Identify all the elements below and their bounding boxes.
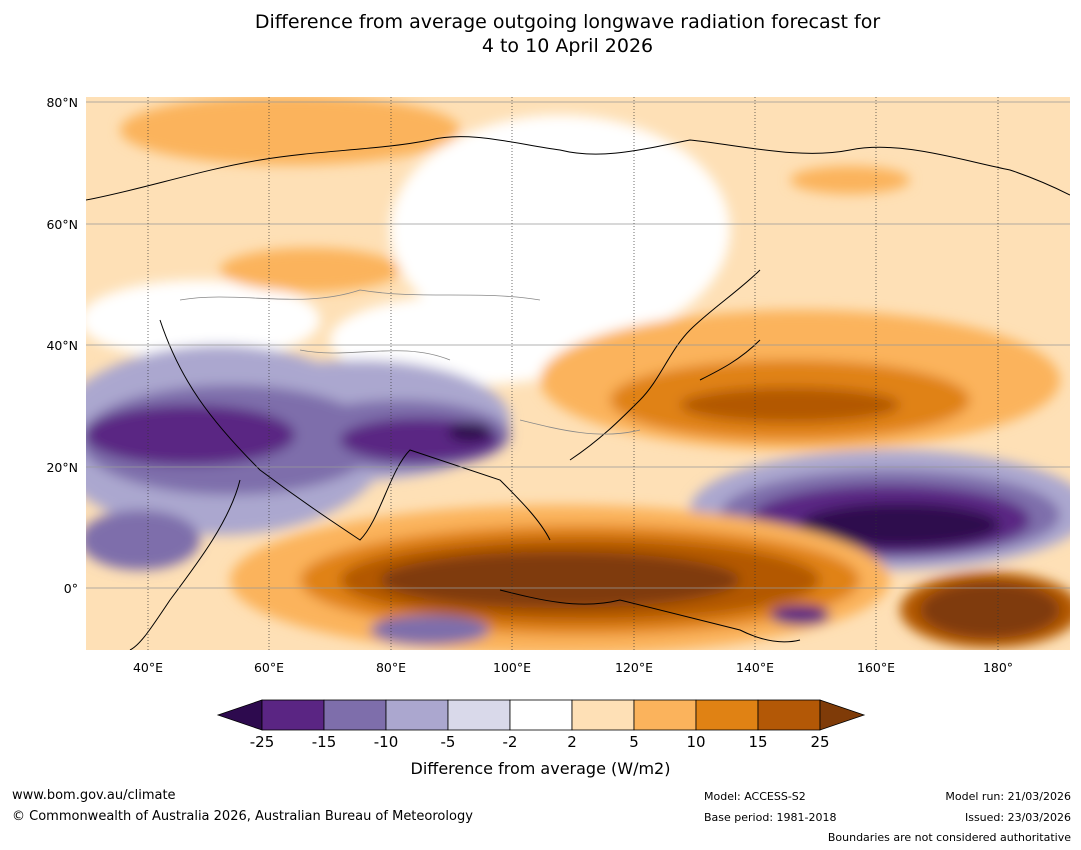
colorbar-tick-label: 25 — [810, 733, 830, 751]
lat-label-80n: 80°N — [46, 95, 78, 110]
colorbar-tick-label: 10 — [686, 733, 706, 751]
model-name: Model: ACCESS-S2 — [704, 790, 806, 803]
colorbar-tick-label: -10 — [373, 733, 399, 751]
colorbar-tick-label: -15 — [311, 733, 337, 751]
lon-label-60e: 60°E — [253, 660, 285, 675]
country-borders — [179, 289, 641, 435]
colorbar-tick-label: 15 — [748, 733, 768, 751]
colorbar-extend-high — [819, 699, 866, 731]
colorbar-segment — [323, 699, 387, 731]
negative-region-indian-ocean — [370, 615, 490, 645]
colorbar-segment — [571, 699, 635, 731]
lon-label-80e: 80°E — [375, 660, 407, 675]
colorbar-segment — [695, 699, 759, 731]
model-run-date: Model run: 21/03/2026 — [945, 790, 1071, 803]
lon-label-40e: 40°E — [132, 660, 164, 675]
website-url[interactable]: www.bom.gov.au/climate — [12, 788, 176, 803]
negative-region-new-guinea — [770, 605, 830, 625]
positive-region-kazakhstan — [220, 248, 400, 292]
colorbar-segment — [633, 699, 697, 731]
positive-region-maritime-core — [380, 552, 740, 608]
boundaries-disclaimer: Boundaries are not considered authoritat… — [827, 831, 1071, 844]
positive-region-southwest-pacific-core — [920, 582, 1060, 638]
colorbar-tick-label: -2 — [502, 733, 518, 751]
negative-region-bay-of-bengal-peak — [448, 422, 492, 442]
negative-region-east-africa — [86, 510, 200, 570]
lat-label-20n: 20°N — [46, 460, 78, 475]
issued-date: Issued: 23/03/2026 — [964, 811, 1071, 824]
chart-title: Difference from average outgoing longwav… — [0, 10, 1081, 58]
map-panel: 80°N 60°N 40°N 20°N 0° 40°E 60°E 80°E 10… — [46, 95, 1070, 675]
positive-region-east-siberia — [790, 166, 910, 194]
colorbar-tick-label: 2 — [567, 733, 577, 751]
anomaly-field — [86, 97, 1070, 650]
colorbar-tick-label: -5 — [440, 733, 456, 751]
colorbar-tick-label: -25 — [249, 733, 275, 751]
lon-label-100e: 100°E — [492, 660, 532, 675]
neutral-region-siberia — [390, 115, 730, 345]
negative-region-west-pacific-peak — [800, 503, 1000, 547]
colorbar-extend-low — [216, 699, 263, 731]
title-line-2: 4 to 10 April 2026 — [481, 35, 654, 57]
lat-label-40n: 40°N — [46, 338, 78, 353]
colorbar-segment — [447, 699, 511, 731]
lon-label-180: 180° — [982, 660, 1014, 675]
lat-label-0: 0° — [63, 581, 78, 596]
positive-region-arctic — [120, 97, 460, 165]
base-period: Base period: 1981-2018 — [704, 811, 837, 824]
colorbar-segment — [385, 699, 449, 731]
lon-label-140e: 140°E — [735, 660, 775, 675]
gridlines — [86, 97, 1070, 650]
colorbar — [216, 699, 866, 731]
colorbar-segment — [757, 699, 821, 731]
negative-region-arabia-core — [86, 405, 295, 465]
copyright: © Commonwealth of Australia 2026, Austra… — [12, 809, 473, 824]
colorbar-title: Difference from average (W/m2) — [410, 759, 671, 778]
lat-label-60n: 60°N — [46, 217, 78, 232]
colorbar-segment — [261, 699, 325, 731]
neutral-region-west — [86, 280, 320, 360]
coastlines — [86, 136, 1070, 650]
lon-label-160e: 160°E — [856, 660, 896, 675]
lon-label-120e: 120°E — [614, 660, 654, 675]
map-svg — [86, 97, 1070, 650]
title-line-1: Difference from average outgoing longwav… — [254, 11, 881, 33]
positive-region-pacific-core — [680, 387, 900, 423]
colorbar-segment — [509, 699, 573, 731]
colorbar-tick-label: 5 — [629, 733, 639, 751]
